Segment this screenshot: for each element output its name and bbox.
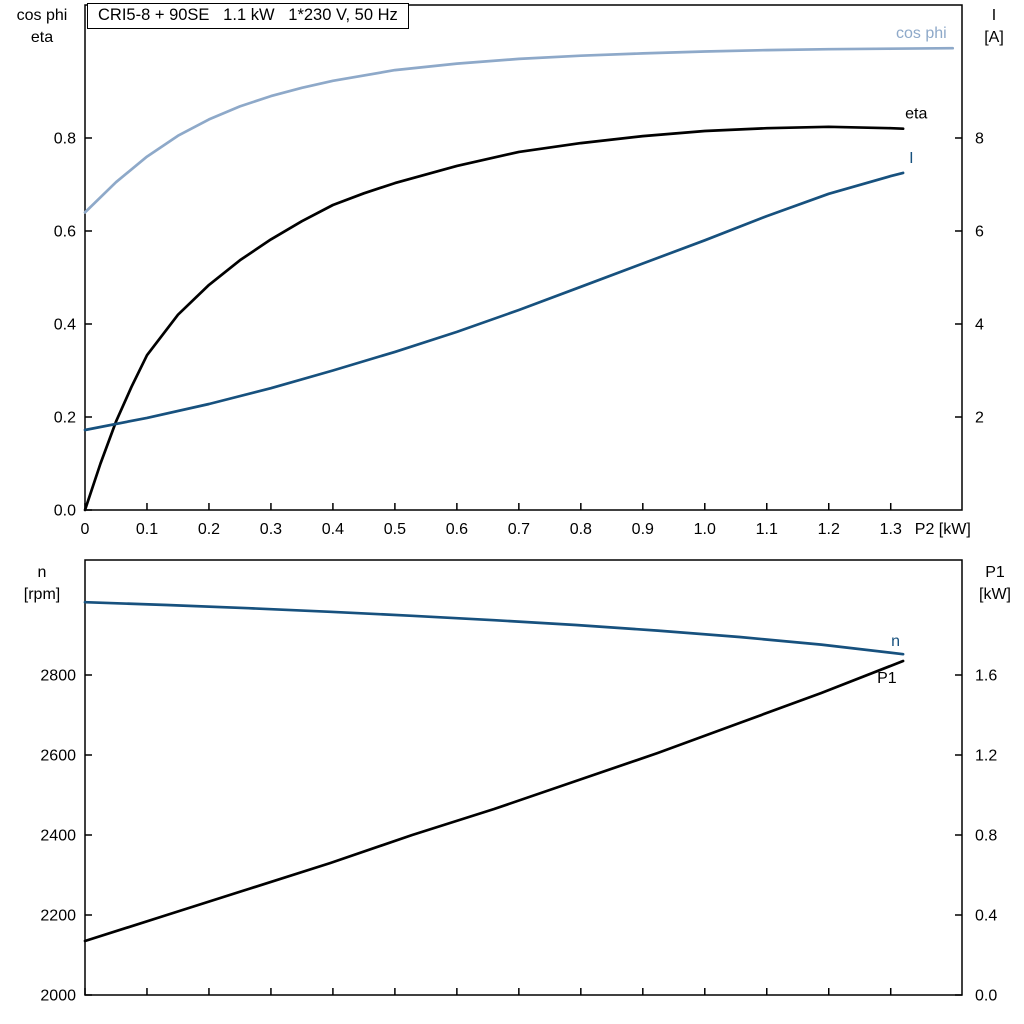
right-axis-title-current: I [A] [966, 5, 1022, 49]
x-tick-label: 0.1 [136, 521, 158, 538]
x-tick-label: 0.7 [508, 521, 530, 538]
curve-cos-phi [83, 46, 955, 214]
right-axis-title-power-line2: [kW] [979, 586, 1011, 603]
x-tick-label: 0.4 [322, 521, 344, 538]
y-left-tick-label: 2200 [40, 908, 76, 925]
x-tick-label: 1.2 [818, 521, 840, 538]
y-left-tick-label: 0.0 [54, 503, 76, 520]
left-axis-title-line1: cos phi [16, 7, 68, 24]
chart-title-box: CRI5-8 + 90SE 1.1 kW 1*230 V, 50 Hz [87, 3, 409, 29]
y-left-tick-label: 0.6 [54, 223, 76, 240]
y-left-tick-label: 0.8 [54, 130, 76, 147]
plot-frame [84, 4, 963, 511]
y-right-tick-label: 2 [975, 409, 984, 426]
right-axis-title-power-line1: P1 [985, 564, 1005, 581]
y-right-tick-label: 1.2 [975, 748, 997, 765]
y-left-tick-label: 2800 [40, 668, 76, 685]
y-right-tick-label: 4 [975, 316, 984, 333]
y-left-tick-label: 0.4 [54, 316, 76, 333]
x-axis-label: P2 [kW] [915, 521, 971, 538]
curve-eta [83, 125, 905, 512]
curve-p1 [83, 659, 905, 943]
y-left-tick-label: 0.2 [54, 409, 76, 426]
curve-label-i: I [909, 150, 913, 167]
right-axis-title-line1: I [991, 7, 997, 24]
curve-label-p1: P1 [877, 670, 897, 687]
curve-label-cos-phi: cos phi [896, 25, 947, 42]
y-right-tick-label: 0.0 [975, 988, 997, 1005]
y-left-tick-label: 2600 [40, 748, 76, 765]
x-tick-label: 0.9 [632, 521, 654, 538]
chart-speed-power: 2000 2200 2400 2600 2800 0.0 0.4 0.8 1.2 1.6 n P1 [40, 559, 997, 1005]
y-right-tick-label: 0.8 [975, 828, 997, 845]
chart-electrical: 0 0.1 0.2 0.3 0.4 0.5 0.6 0.7 0.8 0.9 1.0 1.1 1.2 1.3… [54, 4, 984, 538]
y-left-tick-label: 2400 [40, 828, 76, 845]
x-tick-label: 0.3 [260, 521, 282, 538]
x-tick-label: 0.5 [384, 521, 406, 538]
y-right-tick-label: 0.4 [975, 908, 997, 925]
y-right-tick-label: 1.6 [975, 668, 997, 685]
y-right-tick-label: 6 [975, 223, 984, 240]
left-axis-title-line2: eta [30, 29, 54, 46]
left-axis-title-speed-line1: n [37, 564, 47, 581]
right-axis-title-power: P1 [kW] [966, 562, 1024, 606]
left-axis-title-speed: n [rpm] [2, 562, 82, 606]
x-tick-label: 1.1 [756, 521, 778, 538]
curve-i [83, 171, 905, 432]
x-tick-label: 0 [81, 521, 90, 538]
right-axis-title-line2: [A] [984, 29, 1004, 46]
x-tick-label: 0.2 [198, 521, 220, 538]
left-axis-title-cosphi-eta: cos phi eta [2, 5, 82, 49]
curve-label-n: n [891, 633, 900, 650]
left-axis-title-speed-line2: [rpm] [23, 586, 61, 603]
y-right-tick-label: 8 [975, 130, 984, 147]
x-tick-label: 0.6 [446, 521, 468, 538]
curve-n [83, 600, 905, 656]
x-tick-label: 0.8 [570, 521, 592, 538]
x-tick-label: 1.3 [880, 521, 902, 538]
x-tick-label: 1.0 [694, 521, 716, 538]
plot-frame [84, 559, 963, 996]
curve-label-eta: eta [905, 106, 927, 123]
y-left-tick-label: 2000 [40, 988, 76, 1005]
